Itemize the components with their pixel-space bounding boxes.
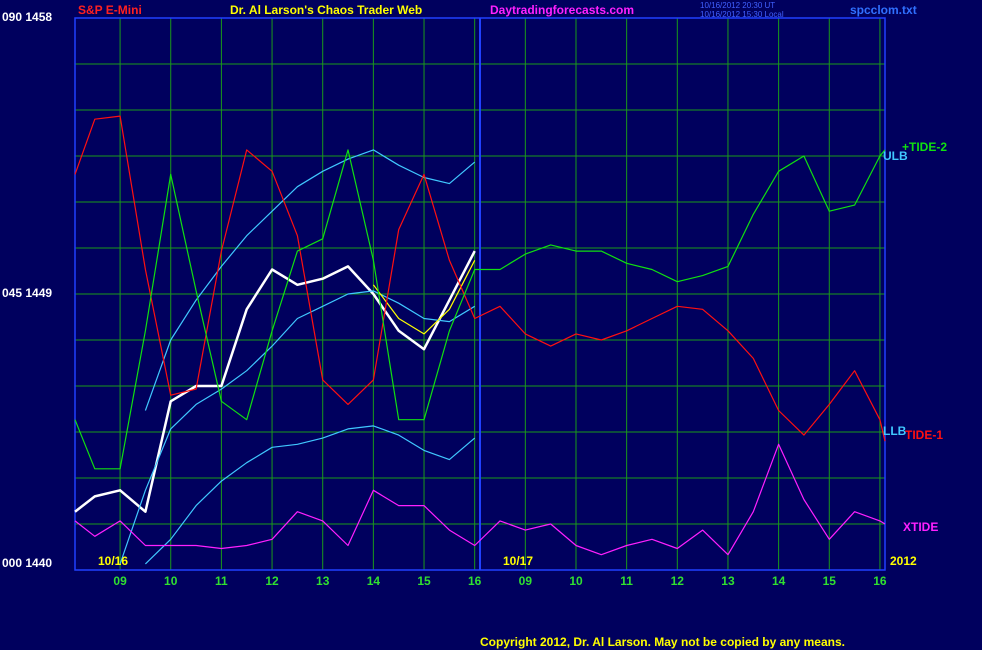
x-tick-label: 15 bbox=[417, 574, 431, 588]
series-line bbox=[74, 250, 476, 513]
x-tick-label: 13 bbox=[721, 574, 735, 588]
x-tick-label: 09 bbox=[519, 574, 533, 588]
series-line bbox=[74, 115, 886, 442]
series-line bbox=[144, 149, 476, 411]
x-tick-label: 16 bbox=[873, 574, 887, 588]
instrument: S&P E-Mini bbox=[78, 3, 142, 17]
y-tick-label: 090 1458 bbox=[2, 10, 52, 24]
x-tick-label: 16 bbox=[468, 574, 482, 588]
x-tick-label: 11 bbox=[620, 574, 633, 588]
series-line bbox=[74, 443, 886, 556]
x-tick-label: 13 bbox=[316, 574, 330, 588]
x-tick-label: 12 bbox=[265, 574, 279, 588]
year-label: 2012 bbox=[890, 554, 917, 568]
x-tick-label: 10 bbox=[569, 574, 583, 588]
series-lines bbox=[74, 115, 886, 565]
chart-title: Dr. Al Larson's Chaos Trader Web bbox=[230, 3, 422, 17]
x-tick-label: 15 bbox=[823, 574, 837, 588]
y-tick-label: 000 1440 bbox=[2, 556, 52, 570]
series-line bbox=[119, 290, 476, 565]
series-label: XTIDE bbox=[903, 520, 938, 534]
x-tick-label: 09 bbox=[113, 574, 127, 588]
site: Daytradingforecasts.com bbox=[490, 3, 634, 17]
series-label: ULB bbox=[883, 149, 908, 163]
x-tick-label: 12 bbox=[671, 574, 685, 588]
series-label: TIDE-1 bbox=[905, 428, 943, 442]
series-label: +TIDE-2 bbox=[902, 140, 947, 154]
file-name: spcclom.txt bbox=[850, 3, 917, 17]
series-line bbox=[372, 260, 476, 335]
x-tick-label: 10 bbox=[164, 574, 178, 588]
timestamp: 10/16/2012 20:30 UT bbox=[700, 1, 775, 10]
x-tick-label: 14 bbox=[772, 574, 786, 588]
day-label: 10/16 bbox=[98, 554, 128, 568]
series-line bbox=[74, 149, 886, 470]
x-tick-label: 14 bbox=[367, 574, 381, 588]
day-label: 10/17 bbox=[503, 554, 533, 568]
copyright: Copyright 2012, Dr. Al Larson. May not b… bbox=[480, 635, 845, 649]
series-label: LLB bbox=[883, 424, 907, 438]
y-tick-label: 045 1449 bbox=[2, 286, 52, 300]
series-line bbox=[144, 425, 476, 565]
timestamp: 10/16/2012 15:30 Local bbox=[700, 10, 784, 19]
x-tick-label: 11 bbox=[215, 574, 228, 588]
